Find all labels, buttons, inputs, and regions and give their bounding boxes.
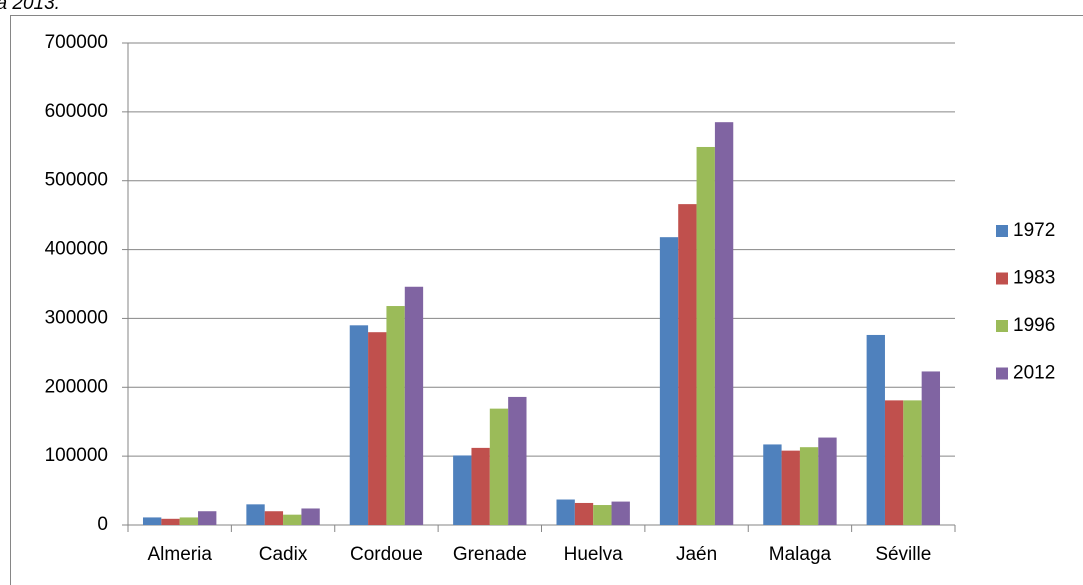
y-tick-label: 300000: [45, 307, 108, 328]
y-tick-label: 0: [97, 514, 108, 535]
legend-swatch: [996, 367, 1008, 380]
bar: [884, 400, 904, 525]
bar: [508, 396, 527, 525]
bar: [678, 204, 697, 525]
bar: [264, 511, 284, 525]
bar: [349, 325, 369, 525]
bar: [283, 514, 302, 525]
x-tick-label: Cadix: [259, 544, 308, 565]
bar: [696, 146, 715, 525]
bar: [471, 447, 490, 525]
x-tick-label: Jaén: [676, 544, 717, 565]
y-tick-label: 400000: [45, 239, 108, 260]
legend-label: 1972: [1013, 220, 1055, 241]
y-tick-label: 700000: [45, 32, 108, 53]
bar: [763, 444, 782, 525]
x-tick-label: Grenade: [453, 544, 527, 565]
bar: [714, 122, 734, 525]
y-tick-label: 600000: [45, 101, 108, 122]
bar: [659, 237, 679, 526]
x-tick-label: Malaga: [769, 544, 832, 565]
bar: [246, 504, 265, 525]
bar: [799, 447, 819, 525]
x-tick-label: Séville: [875, 544, 931, 565]
bar: [866, 334, 885, 525]
y-tick-label: 500000: [45, 170, 108, 191]
x-tick-label: Huelva: [564, 544, 624, 565]
bar: [301, 508, 320, 525]
bar: [386, 306, 405, 525]
legend-label: 1983: [1013, 268, 1055, 289]
bar: [489, 408, 509, 525]
x-tick-label: Cordoue: [350, 544, 423, 565]
legend-label: 1996: [1013, 315, 1055, 336]
bar: [818, 437, 837, 525]
bar: [611, 501, 630, 525]
bar: [453, 455, 472, 525]
bar: [556, 499, 575, 525]
bar: [574, 502, 594, 525]
legend-swatch: [996, 272, 1008, 285]
bar: [921, 371, 941, 525]
bar: [903, 400, 922, 525]
note: ria 2013.: [0, 0, 60, 14]
bar: [593, 505, 612, 525]
bar: [404, 286, 424, 525]
bar: [161, 518, 180, 525]
bar: [368, 332, 387, 525]
legend-label: 2012: [1013, 363, 1055, 384]
y-tick-label: 200000: [45, 376, 108, 397]
bar: [142, 517, 162, 525]
bar: [179, 517, 199, 525]
bar: [198, 511, 217, 525]
legend-swatch: [996, 320, 1008, 332]
legend-swatch: [996, 225, 1008, 237]
bar: [781, 450, 800, 525]
x-tick-label: Almeria: [147, 544, 212, 565]
y-tick-label: 100000: [45, 445, 108, 466]
